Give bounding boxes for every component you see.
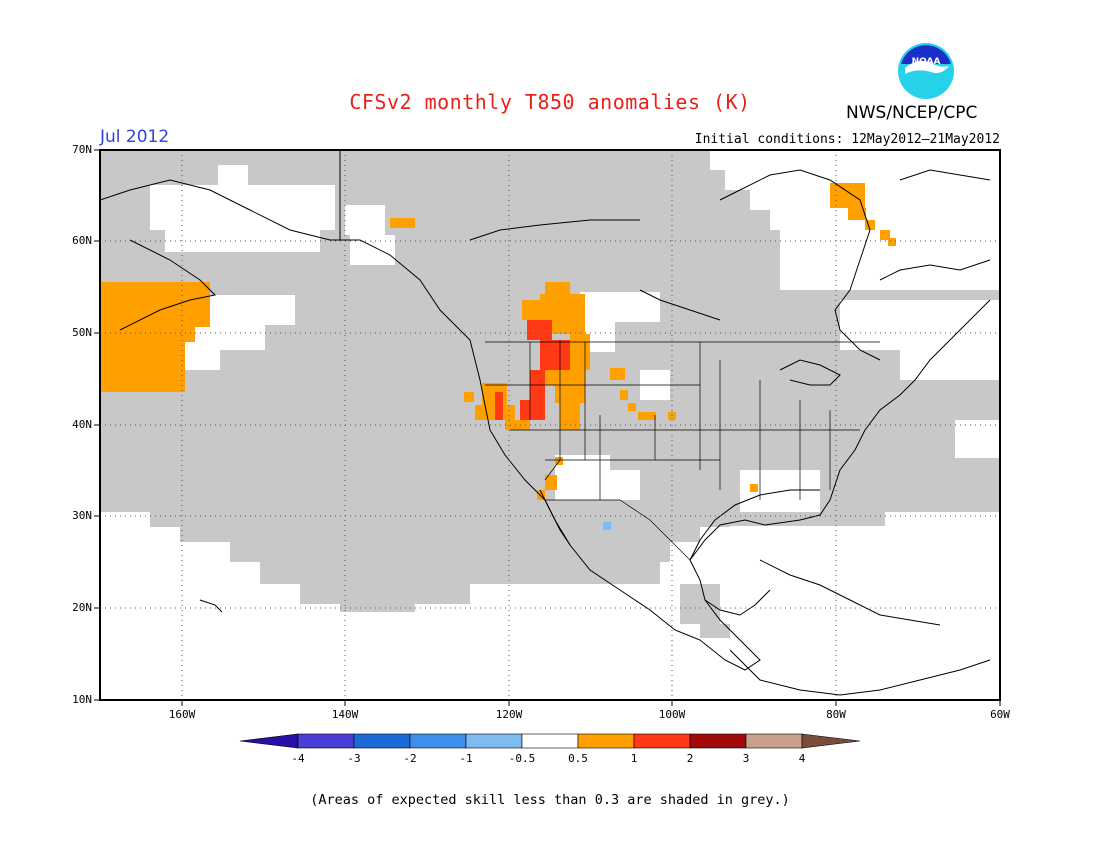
svg-text:NOAA: NOAA: [912, 57, 941, 67]
colorbar-swatch: [521, 733, 579, 749]
colorbar-swatch: [745, 733, 803, 749]
lat-label: 60N: [72, 234, 92, 247]
colorbar-label: 1: [630, 752, 638, 765]
colorbar-swatch: [465, 733, 523, 749]
colorbar-arrow-low: [239, 733, 299, 749]
colorbar-label: -3: [347, 752, 361, 765]
lon-label: 100W: [658, 708, 686, 721]
lat-label: 40N: [72, 418, 92, 431]
noaa-logo: NOAA: [898, 43, 954, 99]
colorbar-swatch: [353, 733, 411, 749]
colorbar-label: -1: [459, 752, 473, 765]
lon-label: 80W: [826, 708, 846, 721]
colorbar: [239, 733, 861, 749]
coastlines: [100, 150, 991, 696]
near-normal-areas: [100, 150, 1000, 700]
colorbar-label: 4: [798, 752, 806, 765]
lat-label: 50N: [72, 326, 92, 339]
colorbar-swatch: [297, 733, 355, 749]
lon-label: 120W: [495, 708, 523, 721]
colorbar-arrow-high: [801, 733, 861, 749]
colorbar-label: 3: [742, 752, 750, 765]
colorbar-label: -4: [291, 752, 305, 765]
anomaly-0.5-to-1: [100, 183, 896, 500]
colorbar-label: -0.5: [508, 752, 536, 765]
forecast-period: Jul 2012: [100, 127, 170, 147]
colorbar-label: 2: [686, 752, 694, 765]
lat-label: 70N: [72, 143, 92, 156]
colorbar-swatch: [689, 733, 747, 749]
colorbar-swatch: [633, 733, 691, 749]
lat-label: 30N: [72, 509, 92, 522]
lat-label: 10N: [72, 693, 92, 706]
lat-label: 20N: [72, 601, 92, 614]
lon-label: 140W: [331, 708, 359, 721]
colorbar-swatch: [577, 733, 635, 749]
colorbar-swatch: [409, 733, 467, 749]
map-title: CFSv2 monthly T850 anomalies (K): [349, 90, 751, 114]
colorbar-label: 0.5: [568, 752, 588, 765]
initial-conditions: Initial conditions: 12May2012–21May2012: [694, 132, 1000, 147]
organization-label: NWS/NCEP/CPC: [846, 103, 978, 123]
anomaly-neg-0.5-to-1: [603, 522, 611, 530]
axis-ticks: [94, 149, 1001, 706]
colorbar-label: -2: [403, 752, 417, 765]
skill-footnote: (Areas of expected skill less than 0.3 a…: [310, 792, 790, 808]
lon-label: 60W: [990, 708, 1010, 721]
lon-label: 160W: [168, 708, 196, 721]
graticule: [100, 150, 1000, 700]
